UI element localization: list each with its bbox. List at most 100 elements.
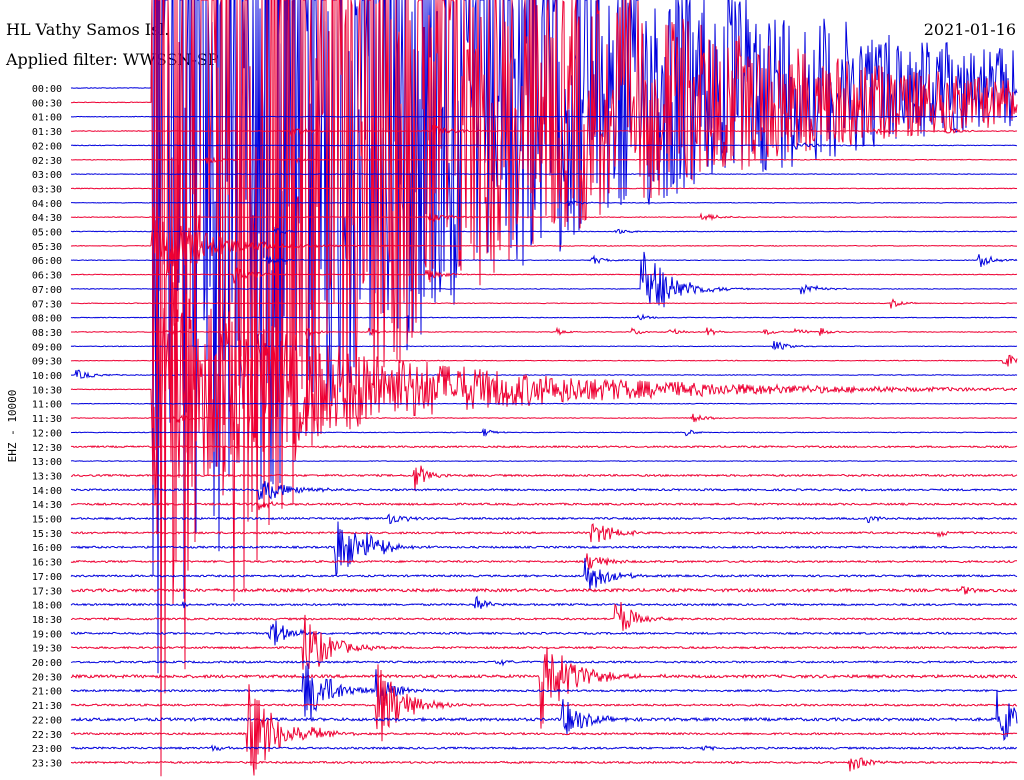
row-label: 21:00 [32, 687, 62, 698]
trace-0300 [70, 173, 1018, 175]
trace-1630 [70, 553, 1017, 570]
trace-1100 [71, 402, 1018, 405]
row-label: 09:30 [32, 357, 62, 368]
row-label: 15:30 [32, 529, 62, 540]
row-label: 12:00 [32, 428, 62, 439]
row-label: 04:30 [32, 213, 62, 224]
row-label: 21:30 [32, 701, 62, 712]
trace-2200 [70, 689, 1018, 741]
trace-1700 [70, 557, 1018, 591]
row-label: 08:30 [32, 328, 62, 339]
trace-1830 [70, 601, 1018, 631]
trace-0600 [70, 254, 1018, 267]
row-label: 13:00 [32, 457, 62, 468]
row-label: 06:00 [32, 256, 62, 267]
trace-2100 [70, 663, 1018, 721]
row-label: 11:30 [32, 414, 62, 425]
filter-label: Applied filter: WWSSN-SP [6, 50, 219, 69]
row-label: 00:30 [32, 98, 62, 109]
trace-2130 [70, 664, 1018, 742]
trace-1130 [70, 413, 1018, 424]
row-label: 23:00 [32, 744, 62, 755]
row-label: 08:00 [32, 314, 62, 325]
row-label: 14:00 [32, 486, 62, 497]
row-label: 05:30 [32, 242, 62, 253]
trace-0530 [70, 206, 1018, 277]
row-label: 15:00 [32, 515, 62, 526]
trace-1330 [70, 465, 1018, 491]
row-label: 07:30 [32, 299, 62, 310]
trace-2230 [70, 684, 1018, 776]
trace-1930 [70, 614, 1018, 670]
trace-1430 [71, 500, 1018, 511]
trace-0130 [70, 124, 1018, 137]
trace-1500 [70, 513, 1018, 525]
row-label: 06:30 [32, 271, 62, 282]
trace-1000 [70, 369, 1018, 379]
trace-1800 [70, 595, 1017, 609]
trace-1600 [70, 521, 1018, 576]
trace-2300 [70, 744, 1017, 753]
trace-1230 [70, 444, 1018, 449]
row-label: 09:00 [32, 342, 62, 353]
trace-1030 [70, 282, 1017, 505]
trace-1200 [70, 427, 1018, 437]
station-title: HL Vathy Samos Isl. [6, 20, 170, 39]
y-axis-label: EHZ - 10000 [6, 390, 19, 463]
trace-0400 [71, 198, 1018, 207]
trace-1900 [70, 620, 1018, 646]
trace-1730 [70, 585, 1018, 595]
row-label: 19:30 [32, 644, 62, 655]
trace-2330 [70, 757, 1018, 772]
trace-0930 [70, 354, 1018, 367]
row-label: 13:30 [32, 471, 62, 482]
row-label: 07:00 [32, 285, 62, 296]
trace-1300 [70, 460, 1018, 462]
trace-0230 [70, 156, 1018, 165]
row-label: 04:00 [32, 199, 62, 210]
row-label: 18:30 [32, 615, 62, 626]
row-label: 00:00 [32, 84, 62, 95]
trace-0830 [71, 326, 1018, 337]
trace-0330 [70, 187, 1018, 190]
traces [70, 0, 1018, 777]
trace-0630 [70, 267, 1018, 284]
row-label: 23:30 [32, 758, 62, 769]
trace-0200 [70, 142, 1018, 150]
trace-0430 [70, 212, 1018, 223]
row-label: 20:30 [32, 672, 62, 683]
row-label: 10:30 [32, 385, 62, 396]
trace-0500 [70, 228, 1018, 236]
row-label: 22:30 [32, 730, 62, 741]
date-label: 2021-01-16 [923, 20, 1016, 39]
row-label: 03:30 [32, 184, 62, 195]
row-label: 17:30 [32, 586, 62, 597]
row-label: 14:30 [32, 500, 62, 511]
row-label: 01:00 [32, 113, 62, 124]
trace-1530 [70, 523, 1018, 543]
row-label: 12:30 [32, 443, 62, 454]
row-label: 10:00 [32, 371, 62, 382]
trace-0900 [70, 341, 1018, 351]
trace-0800 [70, 313, 1017, 321]
row-label: 17:00 [32, 572, 62, 583]
row-label: 11:00 [32, 400, 62, 411]
trace-1400 [71, 481, 1018, 501]
row-label: 02:00 [32, 141, 62, 152]
trace-0730 [70, 298, 1018, 309]
row-label: 18:00 [32, 601, 62, 612]
trace-0100 [70, 115, 1018, 118]
row-label: 19:00 [32, 629, 62, 640]
trace-2030 [70, 646, 1017, 729]
row-label: 22:00 [32, 715, 62, 726]
row-label: 20:00 [32, 658, 62, 669]
row-label: 16:30 [32, 558, 62, 569]
row-label: 05:00 [32, 228, 62, 239]
trace-0000 [70, 0, 1018, 674]
row-label: 03:00 [32, 170, 62, 181]
row-label: 16:00 [32, 543, 62, 554]
trace-0030 [70, 0, 1018, 777]
row-labels: 00:00 00:30 01:00 01:30 02:00 02:30 03:00 03:30… [32, 84, 62, 769]
row-label: 02:30 [32, 156, 62, 167]
